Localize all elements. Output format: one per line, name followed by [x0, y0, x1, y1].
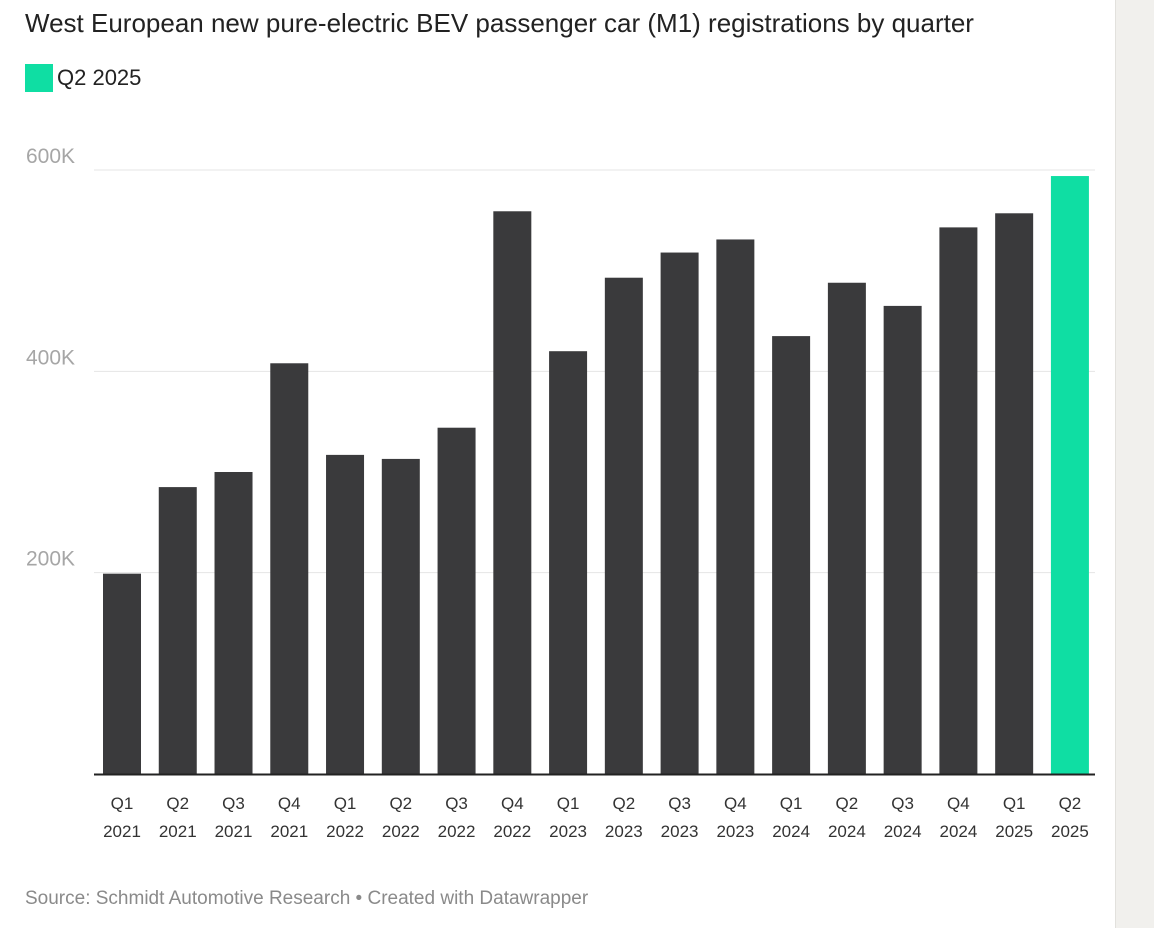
x-tick-year: 2021: [159, 822, 197, 841]
x-tick-year: 2023: [661, 822, 699, 841]
x-tick-year: 2022: [438, 822, 476, 841]
y-axis-ticks: 200K 400K 600K: [26, 145, 75, 571]
bar: [381, 458, 420, 774]
x-tick-quarter: Q1: [557, 794, 580, 813]
x-tick-year: 2021: [103, 822, 141, 841]
x-tick-quarter: Q4: [501, 794, 524, 813]
x-tick-year: 2022: [493, 822, 531, 841]
x-tick-quarter: Q2: [389, 794, 412, 813]
x-tick-quarter: Q1: [111, 794, 134, 813]
x-tick-year: 2023: [605, 822, 643, 841]
gridlines: [94, 169, 1095, 574]
x-tick-year: 2025: [1051, 822, 1089, 841]
x-tick-quarter: Q3: [222, 794, 245, 813]
x-tick-quarter: Q1: [334, 794, 357, 813]
bar: [995, 213, 1034, 774]
bar: [214, 472, 253, 774]
bar: [1050, 176, 1089, 775]
x-tick-year: 2025: [995, 822, 1033, 841]
x-tick-year: 2024: [939, 822, 977, 841]
x-tick-quarter: Q1: [780, 794, 803, 813]
x-tick-year: 2024: [772, 822, 810, 841]
x-tick-year: 2022: [326, 822, 364, 841]
x-tick-quarter: Q4: [724, 794, 747, 813]
bar: [827, 282, 866, 774]
bar: [939, 227, 978, 774]
bar: [103, 573, 141, 774]
x-tick-quarter: Q4: [947, 794, 970, 813]
bar: [549, 351, 588, 774]
bar: [660, 252, 699, 775]
y-tick-label: 200K: [26, 548, 75, 571]
x-tick-quarter: Q2: [166, 794, 189, 813]
x-tick-year: 2023: [716, 822, 754, 841]
x-tick-quarter: Q3: [445, 794, 468, 813]
bar: [158, 487, 197, 774]
x-tick-quarter: Q3: [668, 794, 691, 813]
x-tick-quarter: Q2: [836, 794, 859, 813]
x-tick-year: 2021: [215, 822, 253, 841]
legend-swatch: [25, 64, 53, 92]
y-tick-label: 600K: [26, 145, 75, 168]
x-axis-ticks: Q1 2021 Q2 2021 Q3 2021 Q4 2021 Q1 2022 Q2 2022 Q3 20…: [103, 794, 1089, 841]
x-tick-quarter: Q1: [1003, 794, 1026, 813]
x-tick-year: 2021: [270, 822, 308, 841]
x-tick-year: 2024: [884, 822, 922, 841]
x-tick-quarter: Q2: [612, 794, 635, 813]
bar: [437, 427, 476, 774]
bar: [716, 239, 755, 774]
bars: [103, 176, 1089, 775]
legend: Q2 2025: [25, 64, 141, 92]
source-note: Source: Schmidt Automotive Research • Cr…: [25, 888, 589, 909]
chart-card: West European new pure-electric BEV pass…: [0, 0, 1116, 928]
x-tick-quarter: Q2: [1059, 794, 1082, 813]
x-tick-quarter: Q3: [891, 794, 914, 813]
x-tick-quarter: Q4: [278, 794, 301, 813]
x-tick-year: 2024: [828, 822, 866, 841]
bar: [493, 211, 532, 775]
bar-chart: 200K 400K 600K Q1 2021 Q2 2021 Q3 2021 Q4 2021 Q1 2…: [26, 145, 1095, 841]
chart-title: West European new pure-electric BEV pass…: [25, 8, 974, 38]
legend-label: Q2 2025: [57, 65, 142, 90]
x-tick-year: 2023: [549, 822, 587, 841]
bar: [326, 454, 365, 774]
bar: [883, 305, 922, 774]
bar: [270, 363, 309, 774]
bar: [604, 277, 643, 774]
bar: [772, 336, 811, 774]
x-tick-year: 2022: [382, 822, 420, 841]
y-tick-label: 400K: [26, 346, 75, 369]
